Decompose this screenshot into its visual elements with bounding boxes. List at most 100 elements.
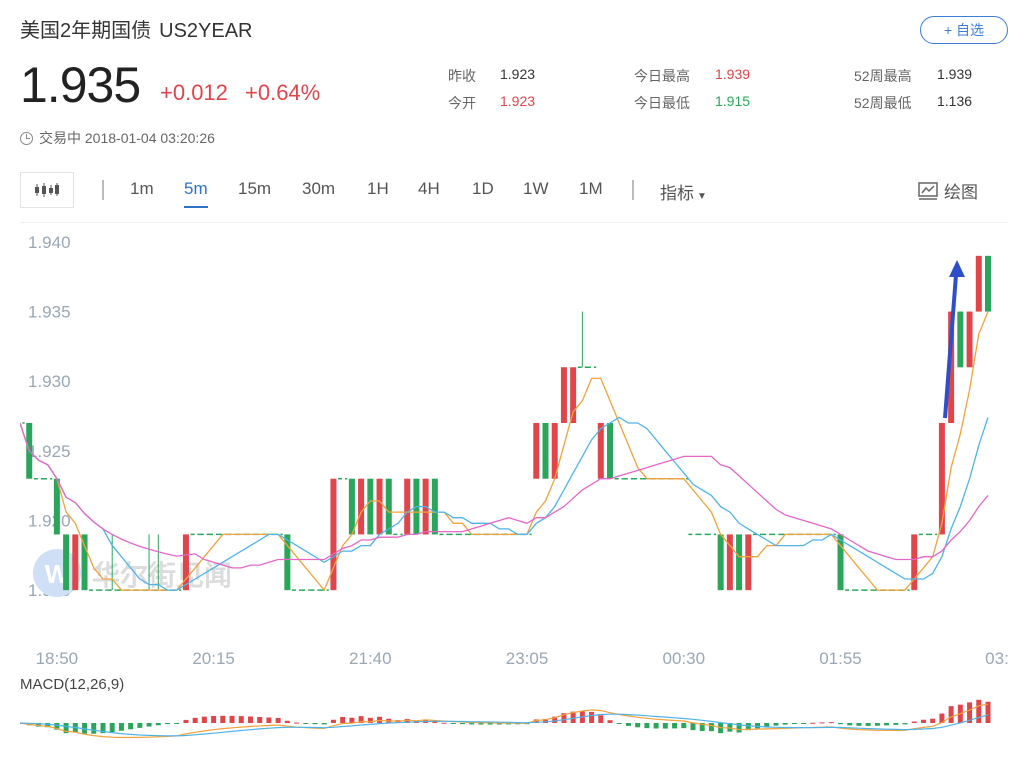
y-tick-label: 1.940	[28, 233, 71, 252]
candle-up	[966, 311, 973, 368]
y-tick-label: 1.925	[28, 442, 71, 461]
macd-bar-up	[238, 716, 244, 723]
macd-bar-down	[745, 723, 751, 731]
macd-bar-up	[247, 716, 253, 723]
macd-bar-down	[91, 723, 97, 734]
macd-bar-down	[791, 723, 797, 724]
ma-mid-line	[19, 416, 989, 591]
candle-up	[376, 478, 383, 535]
stat-value-52w-high: 1.939	[937, 66, 973, 82]
macd-bar-down	[137, 723, 143, 728]
macd-bar-down	[837, 723, 843, 725]
macd-bar-up	[284, 720, 290, 723]
market-status-text: 交易中 2018-01-04 03:20:26	[39, 130, 215, 146]
x-tick-label: 23:05	[506, 649, 549, 668]
candle-down	[985, 255, 991, 312]
tab-period-1h[interactable]: 1H	[367, 179, 389, 198]
candle-up	[330, 478, 337, 591]
macd-dea-line	[19, 713, 989, 737]
macd-bar-down	[847, 723, 853, 726]
macd-bar-down	[865, 723, 871, 726]
macd-bar-down	[690, 723, 696, 731]
macd-bar-down	[174, 723, 180, 724]
macd-bar-up	[976, 699, 982, 723]
candle-up	[551, 423, 558, 479]
macd-bar-down	[672, 723, 678, 729]
candlestick-icon	[35, 183, 59, 197]
macd-bar-down	[681, 723, 687, 729]
x-tick-label: 18:50	[36, 649, 79, 668]
stat-label-52w-high: 52周最高	[854, 68, 912, 84]
add-watchlist-button[interactable]: + 自选	[920, 16, 1008, 44]
stat-value-prev-close: 1.923	[500, 66, 536, 82]
indicator-dropdown[interactable]: 指标 ▼	[660, 179, 707, 204]
macd-bar-down	[496, 723, 502, 725]
chart-type-button[interactable]	[20, 172, 74, 208]
candle-down	[837, 534, 844, 591]
y-tick-label: 1.935	[28, 303, 71, 322]
macd-bar-down	[506, 723, 512, 725]
stat-label-day-low: 今日最低	[634, 95, 690, 111]
macd-bar-down	[727, 723, 733, 732]
chart-toolbar: 1m 5m 15m 30m 1H 4H 1D 1W 1M 指标 ▼ 绘图	[20, 172, 1008, 208]
macd-bar-up	[257, 716, 263, 723]
toolbar-divider	[632, 180, 634, 200]
macd-bar-up	[533, 719, 539, 723]
stat-label-52w-low: 52周最低	[854, 95, 912, 111]
price-change-pct: +0.64%	[245, 80, 321, 105]
instrument-code: US2YEAR	[159, 20, 253, 42]
macd-bar-down	[708, 723, 714, 732]
draw-button[interactable]: 绘图	[918, 178, 978, 203]
macd-bar-up	[552, 716, 558, 723]
macd-bar-up	[948, 706, 954, 723]
candle-up	[745, 534, 752, 591]
macd-bar-up	[432, 721, 438, 723]
tab-period-30m[interactable]: 30m	[302, 179, 336, 198]
candle-down	[81, 534, 88, 591]
tab-period-5m[interactable]: 5m	[184, 179, 208, 208]
macd-bar-down	[653, 723, 659, 729]
indicator-label: 指标	[660, 184, 694, 203]
macd-bar-down	[635, 723, 641, 728]
macd-bar-down	[782, 723, 788, 725]
candle-down	[736, 534, 743, 591]
x-tick-label: 03:20	[985, 649, 1008, 668]
stat-label-prev-close: 昨收	[448, 68, 476, 84]
macd-bar-down	[662, 723, 668, 729]
tab-period-1mo[interactable]: 1M	[579, 179, 603, 198]
macd-bar-up	[967, 702, 973, 723]
candle-down	[717, 534, 724, 591]
tab-period-4h[interactable]: 4H	[418, 179, 440, 198]
macd-bar-up	[441, 722, 447, 724]
draw-label: 绘图	[944, 183, 978, 202]
tab-period-15m[interactable]: 15m	[238, 179, 272, 198]
candle-down	[542, 423, 549, 479]
macd-bar-down	[321, 723, 327, 725]
macd-bar-down	[801, 723, 807, 724]
tab-period-1w[interactable]: 1W	[523, 179, 549, 198]
toolbar-divider	[102, 180, 104, 200]
tab-period-1d[interactable]: 1D	[472, 179, 494, 198]
y-tick-label: 1.920	[28, 512, 71, 531]
price-change: +0.012	[160, 80, 228, 105]
macd-bar-down	[874, 723, 880, 726]
macd-bar-down	[460, 723, 466, 725]
candle-up	[533, 423, 540, 479]
tab-period-1m[interactable]: 1m	[130, 179, 154, 198]
macd-bar-down	[736, 723, 742, 733]
macd-bar-up	[561, 713, 567, 723]
macd-bar-down	[35, 723, 41, 727]
macd-bar-up	[920, 719, 926, 723]
macd-bar-down	[755, 723, 761, 729]
instrument-name: 美国2年期国债	[20, 20, 152, 42]
macd-bar-up	[404, 718, 410, 723]
candle-up	[975, 255, 982, 312]
candle-up	[597, 423, 604, 479]
macd-bar-up	[275, 717, 281, 723]
macd-bar-up	[192, 717, 198, 723]
macd-bar-up	[930, 718, 936, 723]
clock-icon	[20, 131, 33, 145]
macd-bar-up	[819, 722, 825, 724]
